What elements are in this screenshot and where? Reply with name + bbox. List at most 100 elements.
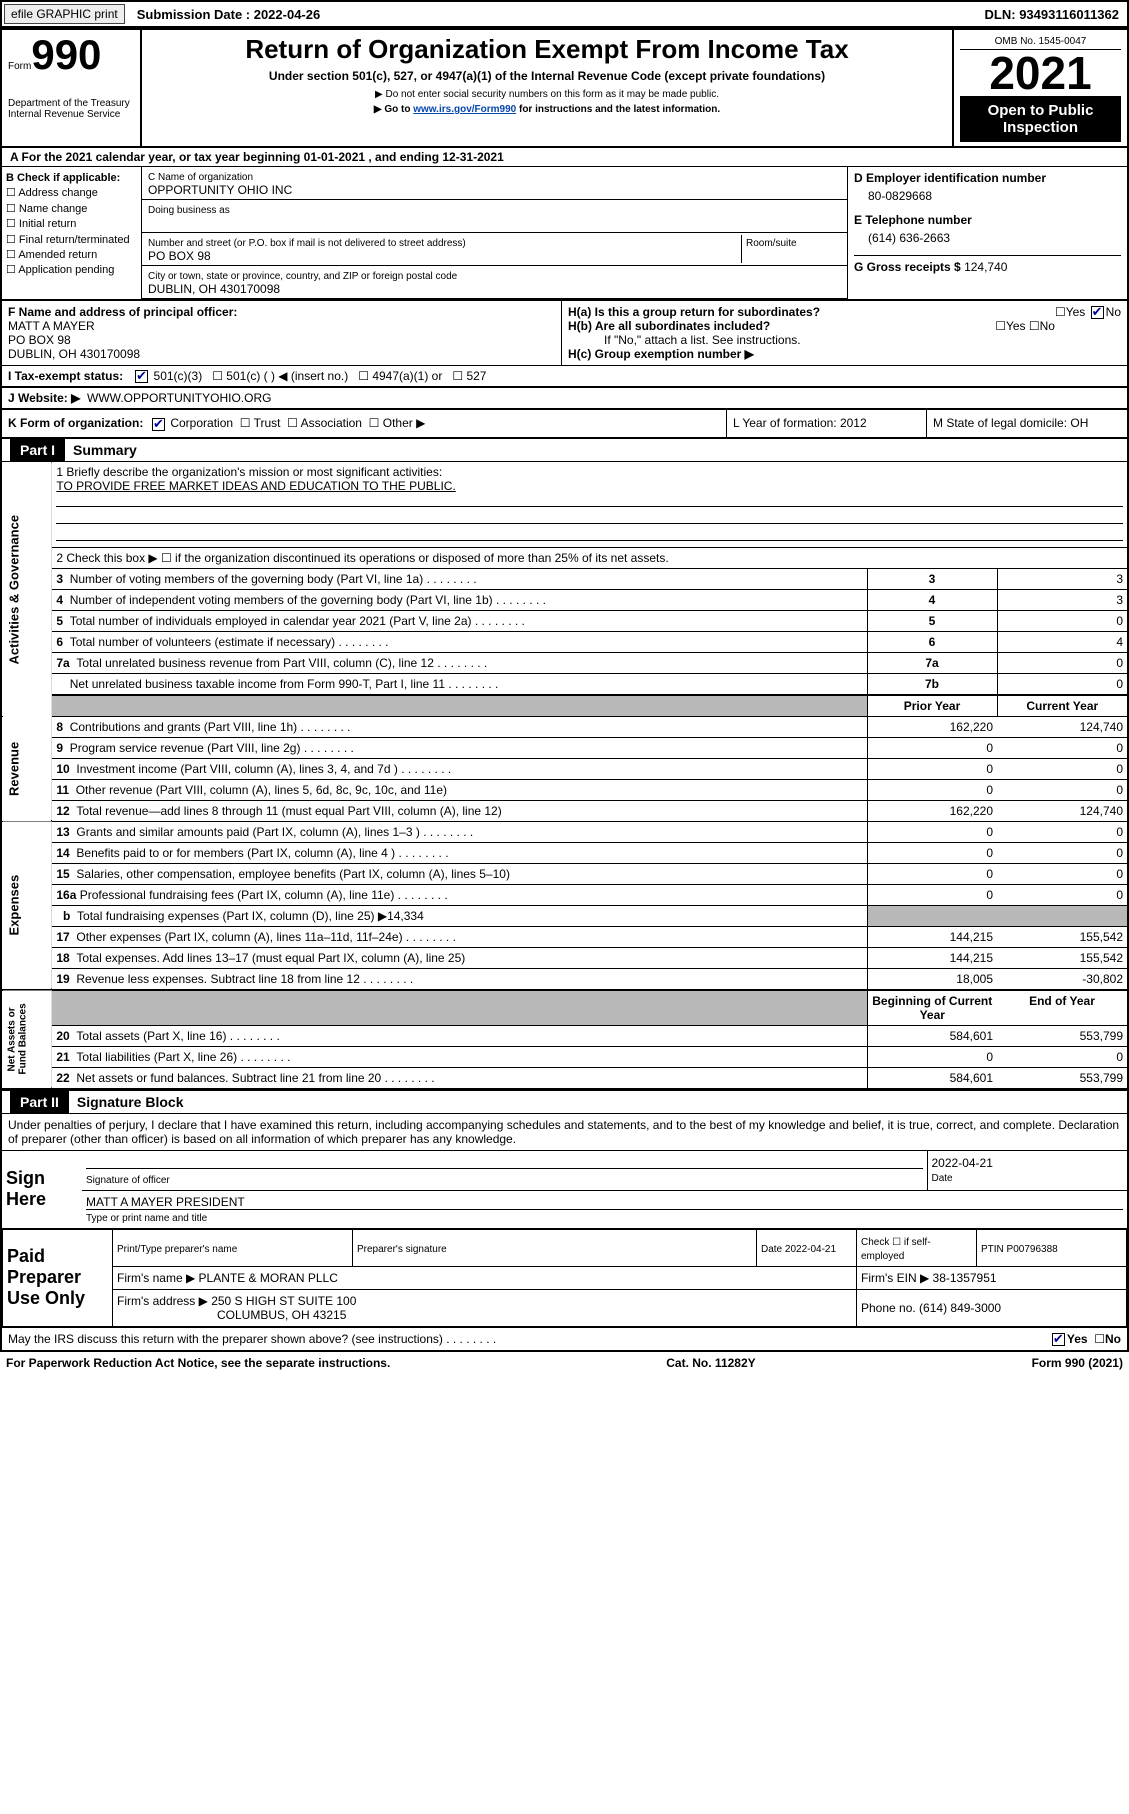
- hdr-cur: Current Year: [997, 695, 1127, 717]
- line5: Total number of individuals employed in …: [70, 614, 525, 628]
- sidelabel-na: Net Assets orFund Balances: [2, 990, 52, 1089]
- sidelabel-exp: Expenses: [2, 821, 52, 990]
- tax-year: 2021: [960, 50, 1121, 96]
- f-label: F Name and address of principal officer:: [8, 305, 237, 319]
- city-label: City or town, state or province, country…: [148, 271, 457, 282]
- dept: Department of the Treasury: [8, 98, 134, 109]
- j-label: J Website: ▶: [8, 391, 80, 405]
- ein: 80-0829668: [868, 189, 1121, 203]
- dba-label: Doing business as: [148, 205, 230, 216]
- line1a: 1 Briefly describe the organization's mi…: [56, 465, 1123, 479]
- part1-hdr: Part I: [10, 439, 65, 461]
- firm-name: Firm's name ▶ PLANTE & MORAN PLLC: [113, 1266, 857, 1289]
- b-opt: Address change: [18, 187, 98, 199]
- form-title: Return of Organization Exempt From Incom…: [148, 34, 946, 65]
- hc: H(c) Group exemption number ▶: [568, 347, 1121, 361]
- i-opt: 527: [466, 369, 486, 383]
- f-addr2: DUBLIN, OH 430170098: [8, 347, 140, 361]
- line3: Number of voting members of the governin…: [70, 572, 477, 586]
- l-label: L Year of formation: 2012: [727, 410, 927, 436]
- phone: (614) 636-2663: [868, 231, 1121, 245]
- line2: 2 Check this box ▶ ☐ if the organization…: [52, 547, 1127, 568]
- sidelabel-rev: Revenue: [2, 716, 52, 821]
- hb-note: If "No," attach a list. See instructions…: [568, 333, 1121, 347]
- dln: DLN: 93493116011362: [977, 5, 1127, 24]
- note2-post: for instructions and the latest informat…: [516, 104, 720, 115]
- ptin: PTIN P00796388: [981, 1244, 1058, 1255]
- gross-receipts: 124,740: [964, 260, 1007, 274]
- line1b: TO PROVIDE FREE MARKET IDEAS AND EDUCATI…: [56, 479, 1123, 493]
- typed-name: MATT A MAYER PRESIDENT: [86, 1195, 245, 1209]
- k-opt: Other ▶: [383, 416, 426, 430]
- i-opt: 4947(a)(1) or: [372, 369, 442, 383]
- b-opt: Initial return: [19, 218, 76, 230]
- discuss-question: May the IRS discuss this return with the…: [8, 1332, 496, 1346]
- prep-sig-label: Preparer's signature: [357, 1244, 447, 1255]
- yes: Yes: [1006, 319, 1026, 333]
- city: DUBLIN, OH 430170098: [148, 282, 280, 296]
- 501c3-check: [135, 370, 148, 383]
- paid-preparer-label: Paid Preparer Use Only: [3, 1229, 113, 1327]
- efile-button[interactable]: efile GRAPHIC print: [4, 4, 125, 24]
- row-a: A For the 2021 calendar year, or tax yea…: [2, 148, 1127, 167]
- footer-mid: Cat. No. 11282Y: [666, 1356, 755, 1370]
- f-addr1: PO BOX 98: [8, 333, 71, 347]
- e-label: E Telephone number: [854, 213, 1121, 227]
- sign-here-label: Sign Here: [2, 1151, 82, 1228]
- no: No: [1040, 319, 1055, 333]
- irs: Internal Revenue Service: [8, 109, 134, 120]
- line6: Total number of volunteers (estimate if …: [70, 635, 389, 649]
- part1-name: Summary: [73, 442, 137, 458]
- firm-city: COLUMBUS, OH 43215: [117, 1308, 346, 1322]
- room-label: Room/suite: [746, 238, 797, 249]
- form990-link[interactable]: www.irs.gov/Form990: [413, 104, 516, 115]
- footer-left: For Paperwork Reduction Act Notice, see …: [6, 1356, 390, 1370]
- k-opt: Association: [301, 416, 362, 430]
- firm-ein: Firm's EIN ▶ 38-1357951: [857, 1266, 1127, 1289]
- hdr-prior: Prior Year: [867, 695, 997, 717]
- prep-date: Date 2022-04-21: [761, 1244, 836, 1255]
- website: WWW.OPPORTUNITYOHIO.ORG: [87, 391, 271, 405]
- c-name: OPPORTUNITY OHIO INC: [148, 183, 292, 197]
- d-label: D Employer identification number: [854, 171, 1121, 185]
- form-subtitle: Under section 501(c), 527, or 4947(a)(1)…: [148, 69, 946, 83]
- m-label: M State of legal domicile: OH: [927, 410, 1127, 436]
- line4: Number of independent voting members of …: [70, 593, 546, 607]
- line7a: Total unrelated business revenue from Pa…: [76, 656, 487, 670]
- no: No: [1106, 305, 1121, 319]
- sidelabel-ag: Activities & Governance: [2, 462, 52, 717]
- submission-date: Submission Date : 2022-04-26: [127, 5, 331, 24]
- sig-officer-label: Signature of officer: [86, 1175, 170, 1186]
- ha-no-check: [1091, 306, 1104, 319]
- i-opt: 501(c) ( ) ◀ (insert no.): [226, 369, 348, 383]
- discuss-yes-check: [1052, 1333, 1065, 1346]
- line7b: Net unrelated business taxable income fr…: [70, 677, 499, 691]
- line3-val: 3: [997, 568, 1127, 589]
- b-opt: Amended return: [18, 249, 97, 261]
- addr: PO BOX 98: [148, 249, 211, 263]
- sig-date: 2022-04-21: [932, 1156, 993, 1170]
- part2-hdr: Part II: [10, 1091, 69, 1113]
- b-opt: Final return/terminated: [19, 234, 130, 246]
- ha: H(a) Is this a group return for subordin…: [568, 305, 820, 319]
- form-number: 990: [31, 31, 101, 78]
- footer-right: Form 990 (2021): [1032, 1356, 1123, 1370]
- b-opt: Application pending: [18, 264, 114, 276]
- firm-addr: Firm's address ▶ 250 S HIGH ST SUITE 100: [117, 1294, 356, 1308]
- note1: ▶ Do not enter social security numbers o…: [148, 89, 946, 100]
- addr-label: Number and street (or P.O. box if mail i…: [148, 238, 466, 249]
- open-public: Open to Public Inspection: [960, 96, 1121, 142]
- declaration: Under penalties of perjury, I declare th…: [2, 1114, 1127, 1151]
- note2-pre: ▶ Go to: [374, 104, 413, 115]
- typed-label: Type or print name and title: [86, 1213, 207, 1224]
- yes: Yes: [1066, 305, 1086, 319]
- b-label: B Check if applicable:: [6, 171, 137, 186]
- g-label: G Gross receipts $: [854, 260, 961, 274]
- selfemp: Check ☐ if self-employed: [861, 1237, 931, 1262]
- f-name: MATT A MAYER: [8, 319, 95, 333]
- firm-phone: Phone no. (614) 849-3000: [857, 1289, 1127, 1326]
- k-opt: Corporation: [170, 416, 233, 430]
- k-opt: Trust: [254, 416, 281, 430]
- c-name-label: C Name of organization: [148, 172, 253, 183]
- sig-date-label: Date: [932, 1173, 953, 1184]
